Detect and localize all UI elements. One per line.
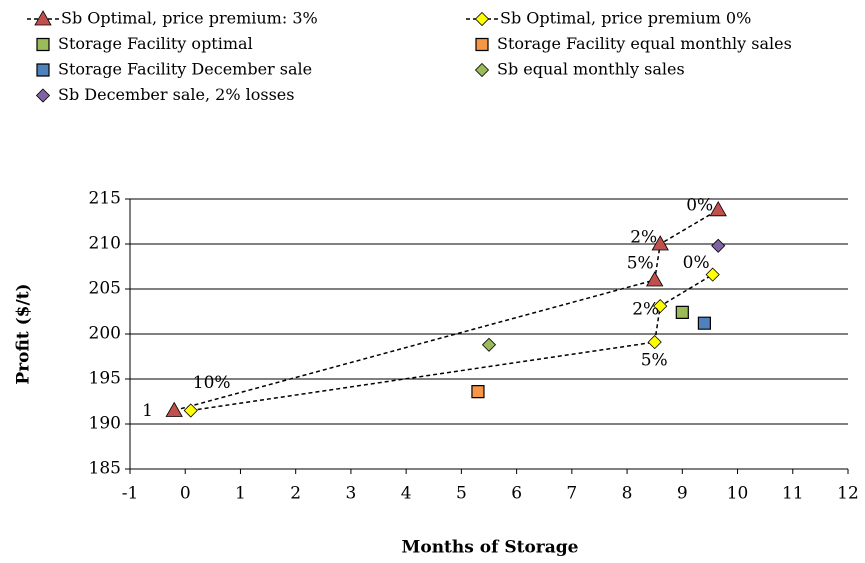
x-tick-label: 7 — [566, 484, 577, 504]
legend-label: Storage Facility optimal — [58, 34, 253, 53]
marker — [651, 235, 669, 251]
series-line — [173, 209, 719, 412]
legend-label: Sb equal monthly sales — [497, 60, 685, 79]
marker — [675, 305, 689, 319]
point-label: 1 — [142, 401, 153, 421]
marker — [481, 337, 497, 352]
y-tick-label: 210 — [89, 234, 121, 254]
legend-label: Sb Optimal, price premium 0% — [500, 9, 751, 28]
legend-marker — [36, 63, 50, 77]
legend-marker — [475, 37, 489, 52]
series-line — [190, 273, 714, 412]
legend-marker — [34, 10, 52, 26]
y-tick-label: 185 — [89, 459, 121, 479]
y-tick-label: 195 — [89, 369, 121, 389]
y-tick-label: 205 — [89, 279, 121, 299]
marker — [183, 403, 198, 418]
x-tick-label: 8 — [622, 484, 633, 504]
legend-label: Storage Facility December sale — [58, 60, 312, 79]
point-label: 5% — [627, 254, 654, 274]
x-tick-label: 4 — [401, 484, 412, 504]
point-label: 10% — [193, 373, 231, 393]
legend-label: Sb Optimal, price premium: 3% — [61, 9, 318, 28]
x-tick-label: 1 — [235, 484, 246, 504]
marker — [646, 271, 664, 287]
point-label: 2% — [632, 300, 659, 320]
y-axis-title: Profit ($/t) — [14, 283, 34, 384]
x-tick-label: 0 — [180, 484, 191, 504]
legend: Sb Optimal, price premium: 3% Sb Optimal,… — [27, 9, 792, 104]
legend-label: Storage Facility equal monthly sales — [497, 34, 792, 53]
x-tick-label: -1 — [122, 484, 139, 504]
y-tick-label: 215 — [89, 189, 121, 209]
marker — [709, 200, 727, 217]
x-tick-label: 5 — [456, 484, 467, 504]
legend-marker — [36, 37, 50, 52]
marker — [705, 267, 720, 282]
x-tick-label: 10 — [727, 484, 749, 504]
marker — [471, 385, 485, 399]
marker — [653, 299, 668, 314]
legend-marker — [474, 11, 490, 27]
legend-marker — [474, 62, 490, 78]
point-label: 2% — [630, 228, 657, 248]
legend-marker — [35, 88, 51, 103]
marker — [647, 335, 662, 350]
marker — [711, 238, 726, 253]
x-axis-title: Months of Storage — [402, 538, 579, 558]
x-tick-label: 3 — [346, 484, 357, 504]
x-tick-label: 11 — [782, 484, 804, 504]
marker — [165, 401, 183, 417]
x-tick-label: 2 — [290, 484, 301, 504]
x-tick-label: 12 — [837, 484, 859, 504]
point-label: 0% — [683, 253, 710, 273]
y-tick-label: 190 — [89, 414, 121, 434]
point-label: 5% — [641, 351, 668, 371]
marker — [697, 316, 712, 330]
point-label: 0% — [686, 195, 713, 215]
y-tick-label: 200 — [89, 324, 121, 344]
legend-label: Sb December sale, 2% losses — [58, 85, 294, 104]
x-tick-label: 9 — [677, 484, 688, 504]
x-tick-label: 6 — [511, 484, 522, 504]
